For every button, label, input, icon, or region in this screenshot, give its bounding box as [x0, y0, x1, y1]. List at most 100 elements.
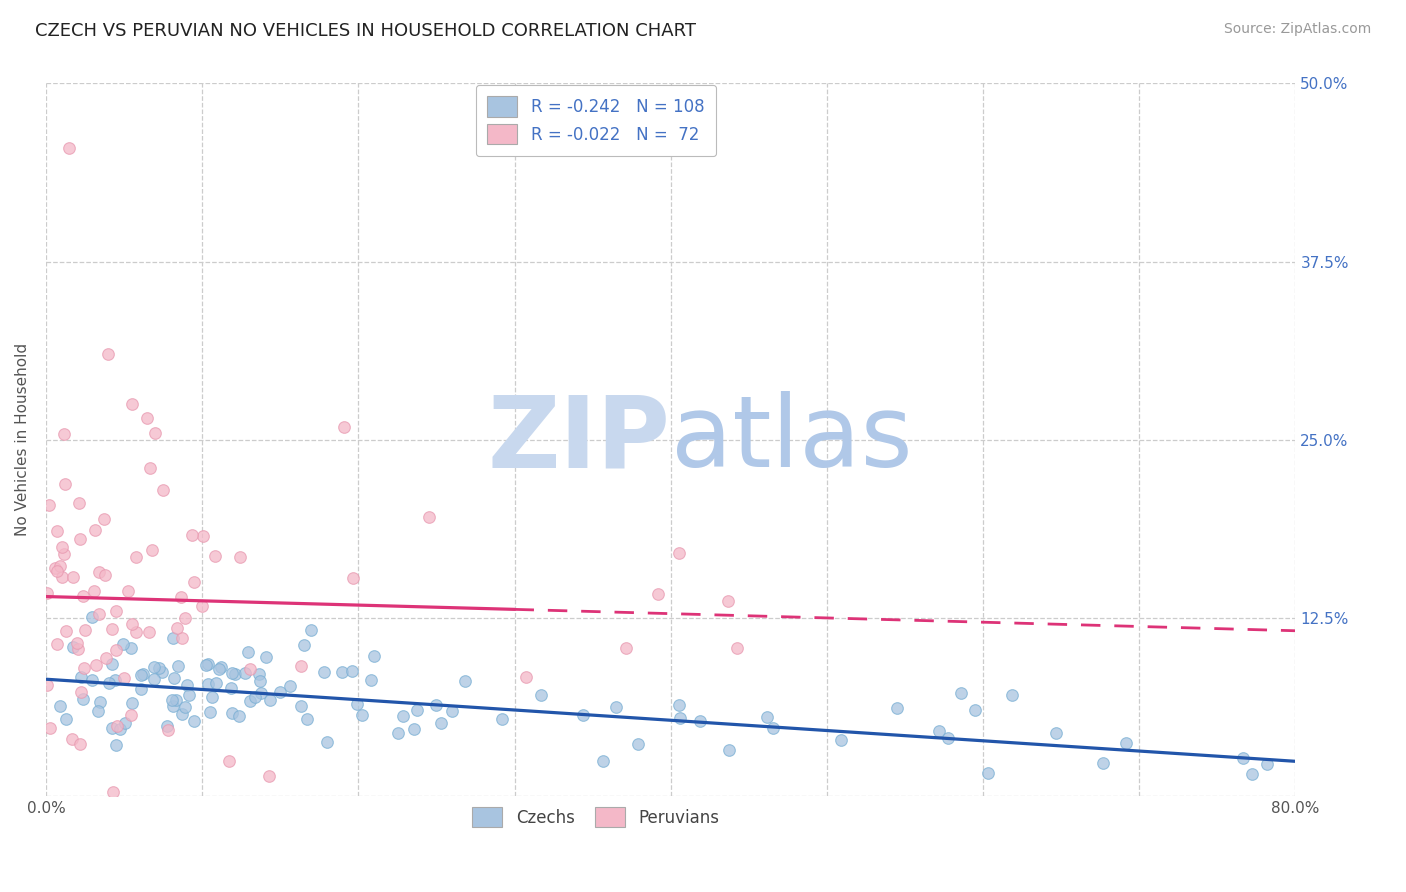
Point	[105, 604, 128, 618]
Text: CZECH VS PERUVIAN NO VEHICLES IN HOUSEHOLD CORRELATION CHART: CZECH VS PERUVIAN NO VEHICLES IN HOUSEHO…	[35, 22, 696, 40]
Point	[120, 641, 142, 656]
Point	[174, 610, 197, 624]
Point	[491, 712, 513, 726]
Point	[104, 673, 127, 687]
Point	[440, 704, 463, 718]
Point	[360, 673, 382, 687]
Point	[143, 425, 166, 440]
Text: ZIP: ZIP	[488, 392, 671, 488]
Point	[224, 667, 246, 681]
Point	[101, 622, 124, 636]
Point	[756, 710, 779, 724]
Point	[243, 690, 266, 704]
Point	[35, 678, 58, 692]
Point	[75, 623, 97, 637]
Point	[60, 731, 83, 746]
Point	[129, 681, 152, 696]
Point	[105, 719, 128, 733]
Point	[94, 568, 117, 582]
Point	[391, 709, 413, 723]
Point	[977, 765, 1000, 780]
Point	[183, 575, 205, 590]
Point	[299, 623, 322, 637]
Point	[170, 590, 193, 604]
Point	[454, 674, 477, 689]
Point	[108, 722, 131, 736]
Point	[49, 559, 72, 574]
Point	[1240, 767, 1263, 781]
Point	[121, 397, 143, 411]
Point	[425, 698, 447, 713]
Point	[163, 671, 186, 685]
Point	[121, 697, 143, 711]
Point	[280, 680, 302, 694]
Point	[176, 678, 198, 692]
Point	[46, 524, 69, 539]
Point	[139, 461, 162, 475]
Point	[97, 675, 120, 690]
Point	[689, 714, 711, 729]
Point	[515, 670, 537, 684]
Point	[627, 737, 650, 751]
Point	[132, 667, 155, 681]
Point	[37, 586, 59, 600]
Point	[138, 624, 160, 639]
Point	[197, 676, 219, 690]
Text: Source: ZipAtlas.com: Source: ZipAtlas.com	[1223, 22, 1371, 37]
Point	[84, 658, 107, 673]
Point	[167, 659, 190, 673]
Point	[1045, 725, 1067, 739]
Point	[346, 698, 368, 712]
Point	[249, 673, 271, 688]
Point	[86, 704, 108, 718]
Point	[97, 347, 120, 361]
Point	[73, 661, 96, 675]
Point	[717, 743, 740, 757]
Point	[219, 681, 242, 696]
Point	[221, 665, 243, 680]
Point	[148, 661, 170, 675]
Point	[218, 754, 240, 768]
Point	[205, 675, 228, 690]
Point	[762, 721, 785, 735]
Point	[177, 689, 200, 703]
Point	[51, 540, 73, 554]
Point	[46, 637, 69, 651]
Point	[89, 695, 111, 709]
Point	[53, 477, 76, 491]
Point	[125, 550, 148, 565]
Point	[125, 625, 148, 640]
Point	[254, 650, 277, 665]
Point	[229, 549, 252, 564]
Point	[174, 700, 197, 714]
Point	[172, 632, 194, 646]
Legend: Czechs, Peruvians: Czechs, Peruvians	[465, 800, 725, 834]
Point	[170, 707, 193, 722]
Point	[114, 671, 136, 685]
Point	[156, 719, 179, 733]
Point	[104, 642, 127, 657]
Point	[69, 737, 91, 751]
Point	[72, 692, 94, 706]
Point	[72, 589, 94, 603]
Point	[571, 707, 593, 722]
Point	[239, 693, 262, 707]
Point	[136, 411, 159, 425]
Point	[269, 685, 291, 699]
Point	[191, 529, 214, 543]
Point	[963, 703, 986, 717]
Point	[51, 569, 73, 583]
Point	[101, 722, 124, 736]
Point	[312, 665, 335, 679]
Point	[249, 667, 271, 681]
Point	[49, 698, 72, 713]
Point	[53, 427, 76, 442]
Point	[152, 483, 174, 497]
Point	[430, 715, 453, 730]
Point	[162, 699, 184, 714]
Point	[66, 642, 89, 657]
Point	[342, 571, 364, 585]
Point	[290, 659, 312, 673]
Point	[129, 668, 152, 682]
Point	[105, 738, 128, 752]
